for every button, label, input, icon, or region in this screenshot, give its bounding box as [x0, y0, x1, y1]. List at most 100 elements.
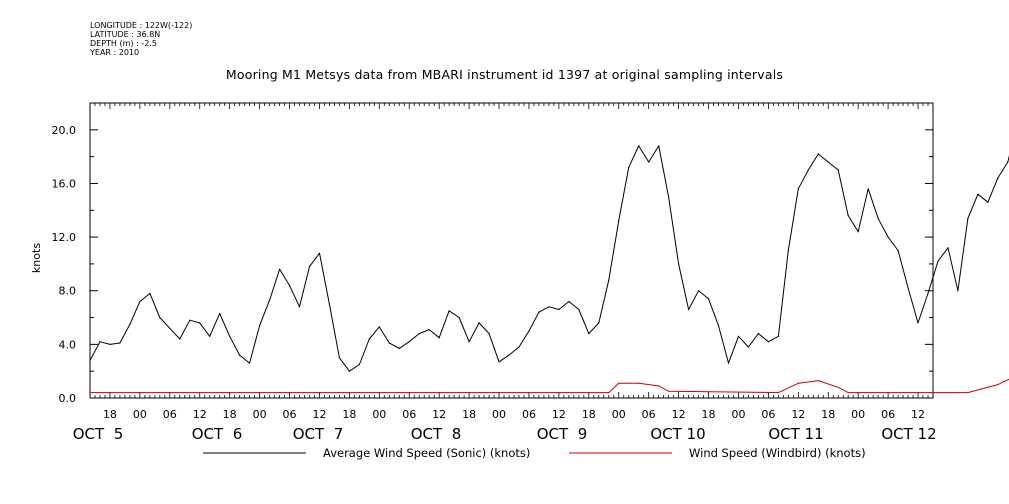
x-tick-label: 12: [193, 408, 207, 421]
series-layer: [89, 145, 1009, 394]
x-tick-label: 18: [342, 408, 356, 421]
x-tick-label: 12: [791, 408, 805, 421]
y-tick-label: 0.0: [59, 392, 77, 405]
data-point: [269, 299, 271, 301]
data-point: [967, 217, 969, 219]
data-point: [99, 341, 101, 343]
metadata-line: LATITUDE : 36.8N: [90, 30, 161, 39]
data-point: [508, 354, 510, 356]
data-point: [179, 338, 181, 340]
x-tick-label: 06: [881, 408, 895, 421]
data-point: [608, 392, 610, 394]
x-tick-label: 00: [492, 408, 506, 421]
data-point: [458, 316, 460, 319]
data-point: [797, 188, 799, 190]
data-point: [378, 326, 380, 328]
data-point: [967, 392, 969, 394]
y-axis-label: knots: [30, 243, 43, 273]
x-tick-label: 06: [163, 408, 177, 421]
data-point: [368, 338, 370, 340]
data-point: [239, 354, 241, 356]
data-point: [358, 363, 360, 366]
data-point: [219, 312, 221, 315]
data-point: [249, 362, 251, 364]
x-tick-label: 00: [851, 408, 865, 421]
data-point: [139, 300, 141, 303]
data-point: [837, 386, 839, 388]
plot-frame: [89, 102, 934, 399]
data-point: [438, 337, 440, 339]
data-point: [109, 343, 111, 345]
data-point: [997, 177, 999, 179]
data-point: [767, 341, 770, 343]
plot-border: [89, 102, 934, 399]
data-point: [777, 335, 780, 337]
data-point: [199, 322, 201, 324]
data-point: [259, 325, 261, 327]
data-point: [957, 290, 959, 292]
data-point: [907, 287, 909, 289]
data-point: [209, 335, 211, 337]
data-point: [588, 333, 590, 335]
data-point: [169, 327, 171, 329]
data-point: [159, 316, 161, 319]
y-tick-label: 20.0: [52, 124, 77, 137]
x-tick-label: 18: [821, 408, 835, 421]
series-windbird-line: [90, 378, 1009, 394]
x-tick-label: 12: [552, 408, 566, 421]
x-tick-label: 18: [702, 408, 716, 421]
data-point: [707, 298, 710, 300]
data-point: [628, 166, 630, 168]
x-tick-label: 00: [133, 408, 147, 421]
x-axis: 18 00 06 12 18 00 06 12 18 00 06 12 18 00 06 12 18 00 06 12…: [73, 408, 937, 443]
chart-title: Mooring M1 Metsys data from MBARI instru…: [225, 67, 784, 82]
data-point: [727, 362, 730, 364]
data-point: [498, 361, 500, 363]
data-point: [528, 330, 530, 332]
data-point: [688, 308, 690, 311]
data-point: [129, 323, 131, 325]
x-tick-label: 12: [432, 408, 446, 421]
data-point: [648, 161, 650, 163]
data-point: [987, 201, 989, 203]
data-point: [847, 392, 849, 394]
x-tick-label: 00: [612, 408, 626, 421]
x-day-label: OCT 5: [73, 425, 124, 443]
data-point: [298, 306, 301, 308]
data-point: [658, 145, 660, 147]
data-point: [937, 260, 939, 262]
data-point: [668, 390, 670, 392]
data-point: [558, 308, 560, 311]
data-point: [787, 249, 789, 252]
x-tick-label: 00: [731, 408, 745, 421]
x-tick-label: 00: [372, 408, 386, 421]
x-tick-label: 18: [103, 408, 117, 421]
x-day-label: OCT 7: [293, 425, 344, 443]
x-tick-label: 18: [582, 408, 596, 421]
x-tick-label: 06: [642, 408, 656, 421]
y-tick-label: 16.0: [52, 177, 77, 190]
data-point: [877, 217, 879, 219]
x-tick-label: 06: [761, 408, 775, 421]
metadata-line: YEAR : 2010: [90, 48, 140, 57]
metadata-line: LONGITUDE : 122W(-122): [90, 21, 193, 30]
x-tick-label: 06: [522, 408, 536, 421]
data-point: [279, 268, 281, 270]
data-point: [488, 333, 490, 335]
x-day-label: OCT 8: [411, 425, 462, 443]
data-point: [717, 325, 720, 327]
x-tick-label: 12: [312, 408, 326, 421]
data-point: [478, 322, 480, 324]
x-day-label: OCT 6: [192, 425, 243, 443]
x-tick-label: 06: [402, 408, 416, 421]
data-point: [338, 357, 340, 359]
data-point: [398, 347, 400, 349]
data-point: [698, 290, 700, 292]
data-point: [608, 279, 610, 281]
data-point: [89, 392, 91, 394]
data-point: [568, 300, 570, 303]
data-point: [388, 342, 390, 344]
data-point: [658, 385, 660, 387]
data-point: [89, 359, 91, 362]
